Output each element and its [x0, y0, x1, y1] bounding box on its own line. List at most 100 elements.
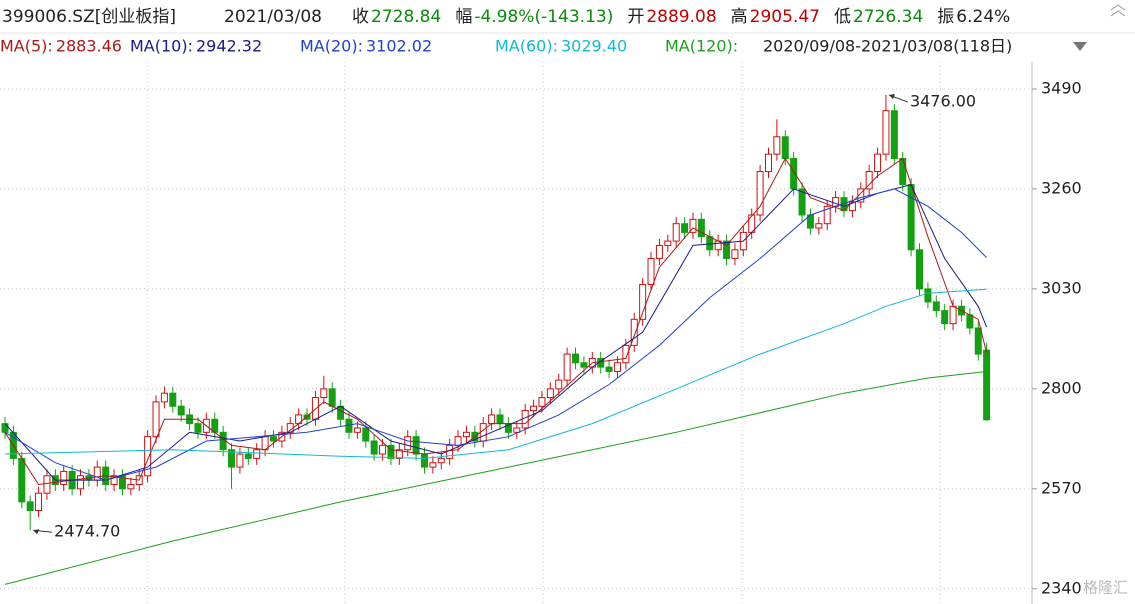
candle-body [655, 244, 663, 259]
dropdown-icon[interactable] [1073, 42, 1087, 51]
legend-value: 3029.40 [561, 37, 627, 56]
candle-body [555, 379, 563, 390]
candle-body [907, 184, 915, 251]
candle-body [613, 362, 621, 372]
candle-body [874, 153, 882, 173]
header-label: 高 [731, 7, 748, 27]
candle-body [731, 249, 739, 259]
candle-body [580, 362, 588, 368]
header-label: 开 [627, 7, 644, 27]
header-label: 低 [834, 7, 851, 27]
candle-body [823, 205, 831, 225]
candle-body [697, 218, 705, 238]
candle-body [77, 475, 85, 490]
legend-value: 3102.02 [366, 37, 432, 56]
annotation-label: 3476.00 [910, 92, 976, 111]
candle-body [269, 436, 277, 442]
candle-body [899, 157, 907, 186]
y-tick-label: 2800 [1041, 378, 1082, 397]
candle-body [194, 423, 202, 433]
candle-body [563, 353, 571, 381]
candle-body [1, 423, 9, 433]
collapse-icon[interactable] [1110, 4, 1126, 17]
candle-body [26, 501, 34, 512]
candle-body [370, 440, 378, 455]
candle-body [429, 462, 437, 468]
candle-body [756, 171, 764, 216]
candle-body [723, 240, 731, 259]
candle-body [412, 436, 420, 455]
candle-body [815, 223, 823, 229]
candle-body [303, 414, 311, 420]
candle-body [932, 301, 940, 312]
legend-value: 2942.32 [196, 37, 262, 56]
candle-body [236, 453, 244, 468]
candle-body [18, 457, 26, 503]
candle-body [798, 188, 806, 216]
candle-body [605, 366, 613, 372]
y-tick-label: 2570 [1041, 478, 1082, 497]
candle-body [169, 392, 177, 407]
candle-body [530, 405, 538, 412]
candle-body [144, 436, 152, 477]
candle-body [311, 397, 319, 420]
candle-body [546, 388, 554, 399]
candle-body [773, 136, 781, 155]
candle-body [916, 249, 924, 290]
candle-body [496, 414, 504, 425]
legend-name: MA(20): [300, 37, 363, 56]
legend-name: MA(60): [495, 37, 558, 56]
y-tick-label: 2340 [1041, 578, 1082, 597]
ma-line [4, 371, 987, 585]
candle-body [941, 310, 949, 325]
arrow-head [888, 94, 895, 100]
candle-body [462, 431, 470, 438]
candle-body [832, 197, 840, 207]
candle-body [890, 110, 898, 159]
candle-body [244, 453, 252, 459]
date-range: 2020/09/08-2021/03/08(118日) [763, 37, 1012, 56]
candle-body [630, 318, 638, 346]
candle-body [865, 171, 873, 190]
header-label: 振 [937, 7, 954, 27]
legend-name: MA(120): [665, 37, 738, 56]
candle-body [966, 314, 974, 329]
header-value: 2726.34 [853, 7, 923, 27]
candle-body [395, 449, 403, 459]
candle-body [764, 153, 772, 173]
candle-body [35, 492, 43, 512]
header-value: 6.24% [956, 7, 1010, 27]
header-label: 幅 [455, 7, 472, 27]
candle-body [110, 475, 118, 485]
candle-body [882, 110, 890, 155]
candle-body [639, 284, 647, 320]
header-value: -4.98%(-143.13) [474, 7, 613, 27]
candle-body [253, 449, 261, 459]
candle-body [228, 449, 236, 468]
y-tick-label: 3030 [1041, 278, 1082, 297]
candle-body [43, 475, 51, 494]
candle-body [647, 257, 655, 286]
y-tick-label: 3490 [1041, 78, 1082, 97]
candle-body [781, 136, 789, 159]
arrow-head [33, 529, 40, 535]
candle-body [857, 188, 865, 203]
candle-body [421, 453, 428, 468]
header-value: 2905.47 [750, 7, 820, 27]
header-label: 收 [352, 7, 369, 27]
candle-body [974, 327, 982, 355]
candle-body [622, 344, 630, 364]
candle-body [152, 401, 160, 438]
legend-value: 2883.46 [56, 37, 122, 56]
candle-body [572, 353, 580, 364]
candle-body [437, 457, 445, 464]
header-value: 2889.08 [646, 7, 716, 27]
candle-body [404, 436, 412, 451]
candle-body [513, 427, 521, 433]
candle-body [379, 444, 387, 455]
candle-body [160, 392, 168, 403]
header-value: 2728.84 [371, 7, 441, 27]
candle-body [362, 427, 370, 442]
